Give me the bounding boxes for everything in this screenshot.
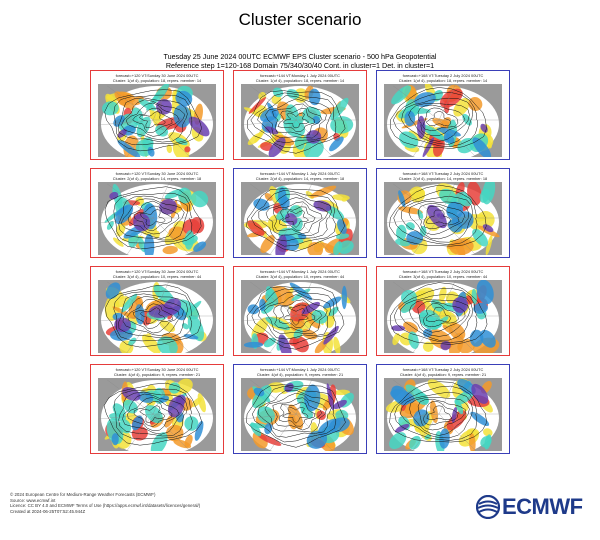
cluster-panel-9: forecast=+168 VT:Tuesday 2 July 2024 00U… [376,266,510,356]
footer-credits: © 2024 European Centre for Medium-Range … [10,492,200,514]
panel-forecast-label: forecast=+168 VT:Tuesday 2 July 2024 00U… [402,367,484,372]
panel-caption: forecast=+120 VT:Sunday 30 June 2024 00U… [91,367,223,377]
cluster-panel-11: forecast=+144 VT:Monday 1 July 2024 00UT… [233,364,367,454]
geopotential-map [241,84,359,157]
ecmwf-logo: ECMWF [476,494,592,520]
panel-cluster-label: Cluster: 4(of 4), population: 9, repres.… [113,371,201,377]
geopotential-map [241,378,359,451]
footer-copyright: © 2024 European Centre for Medium-Range … [10,492,156,497]
geopotential-map [98,378,216,451]
panel-caption: forecast=+168 VT:Tuesday 2 July 2024 00U… [377,73,509,83]
panel-forecast-label: forecast=+120 VT:Sunday 30 June 2024 00U… [115,73,199,78]
ecmwf-globe-icon [476,495,500,519]
panel-caption: forecast=+144 VT:Monday 1 July 2024 00UT… [234,269,366,279]
panel-caption: forecast=+144 VT:Monday 1 July 2024 00UT… [234,367,366,377]
panel-cluster-label: Cluster: 2(of 4), population: 14, repres… [255,175,345,181]
page-title: Cluster scenario [238,10,362,29]
panel-caption: forecast=+120 VT:Sunday 30 June 2024 00U… [91,269,223,279]
panel-cluster-label: Cluster: 1(of 4), population: 18, repres… [398,77,488,83]
panel-caption: forecast=+144 VT:Monday 1 July 2024 00UT… [234,171,366,181]
cluster-panel-6: forecast=+168 VT:Tuesday 2 July 2024 00U… [376,168,510,258]
panel-forecast-label: forecast=+144 VT:Monday 1 July 2024 00UT… [260,73,340,78]
geopotential-map [241,182,359,255]
panel-forecast-label: forecast=+144 VT:Monday 1 July 2024 00UT… [260,269,340,274]
panel-forecast-label: forecast=+144 VT:Monday 1 July 2024 00UT… [260,367,340,372]
geopotential-map [98,182,216,255]
panel-cluster-label: Cluster: 2(of 4), population: 14, repres… [112,175,202,181]
cluster-panel-7: forecast=+120 VT:Sunday 30 June 2024 00U… [90,266,224,356]
panel-cluster-label: Cluster: 1(of 4), population: 18, repres… [112,77,202,83]
panel-caption: forecast=+120 VT:Sunday 30 June 2024 00U… [91,171,223,181]
panel-cluster-label: Cluster: 1(of 4), population: 18, repres… [255,77,345,83]
panel-forecast-label: forecast=+168 VT:Tuesday 2 July 2024 00U… [402,269,484,274]
ecmwf-logo-text: ECMWF [502,494,583,519]
footer-licence: Licence: CC BY 4.0 and ECMWF Terms of Us… [10,503,201,509]
cluster-panel-grid: forecast=+120 VT:Sunday 30 June 2024 00U… [90,70,510,460]
geopotential-map [384,84,502,157]
panel-forecast-label: forecast=+120 VT:Sunday 30 June 2024 00U… [115,171,199,176]
panel-caption: forecast=+120 VT:Sunday 30 June 2024 00U… [91,73,223,83]
panel-caption: forecast=+168 VT:Tuesday 2 July 2024 00U… [377,367,509,377]
panel-cluster-label: Cluster: 3(of 4), population: 10, repres… [255,273,345,279]
figure-subtitle: Tuesday 25 June 2024 00UTC ECMWF EPS Clu… [0,52,600,70]
cluster-panel-10: forecast=+120 VT:Sunday 30 June 2024 00U… [90,364,224,454]
cluster-panel-8: forecast=+144 VT:Monday 1 July 2024 00UT… [233,266,367,356]
panel-cluster-label: Cluster: 2(of 4), population: 14, repres… [398,175,488,181]
panel-cluster-label: Cluster: 3(of 4), population: 10, repres… [398,273,488,279]
panel-forecast-label: forecast=+168 VT:Tuesday 2 July 2024 00U… [402,171,484,176]
subtitle-line-2: Reference step 1=120-168 Domain 75/340/3… [165,61,435,70]
geopotential-map [98,84,216,157]
geopotential-map [98,280,216,353]
cluster-panel-12: forecast=+168 VT:Tuesday 2 July 2024 00U… [376,364,510,454]
subtitle-line-1: Tuesday 25 June 2024 00UTC ECMWF EPS Clu… [163,52,437,61]
panel-caption: forecast=+168 VT:Tuesday 2 July 2024 00U… [377,171,509,181]
cluster-panel-1: forecast=+120 VT:Sunday 30 June 2024 00U… [90,70,224,160]
panel-cluster-label: Cluster: 4(of 4), population: 9, repres.… [256,371,344,377]
panel-cluster-label: Cluster: 3(of 4), population: 10, repres… [112,273,202,279]
panel-forecast-label: forecast=+120 VT:Sunday 30 June 2024 00U… [115,269,199,274]
panel-forecast-label: forecast=+144 VT:Monday 1 July 2024 00UT… [260,171,340,176]
footer-created: Created at 2024-06-25T07:52:45.944Z [10,508,86,514]
panel-cluster-label: Cluster: 4(of 4), population: 9, repres.… [399,371,487,377]
panel-forecast-label: forecast=+120 VT:Sunday 30 June 2024 00U… [115,367,199,372]
cluster-panel-3: forecast=+168 VT:Tuesday 2 July 2024 00U… [376,70,510,160]
cluster-panel-4: forecast=+120 VT:Sunday 30 June 2024 00U… [90,168,224,258]
panel-caption: forecast=+144 VT:Monday 1 July 2024 00UT… [234,73,366,83]
cluster-panel-2: forecast=+144 VT:Monday 1 July 2024 00UT… [233,70,367,160]
geopotential-map [241,280,359,353]
cluster-panel-5: forecast=+144 VT:Monday 1 July 2024 00UT… [233,168,367,258]
footer-source: Source: www.ecmwf.int [10,497,56,503]
panel-caption: forecast=+168 VT:Tuesday 2 July 2024 00U… [377,269,509,279]
geopotential-map [384,280,502,353]
geopotential-map [384,378,502,451]
geopotential-map [384,182,502,255]
panel-forecast-label: forecast=+168 VT:Tuesday 2 July 2024 00U… [402,73,484,78]
